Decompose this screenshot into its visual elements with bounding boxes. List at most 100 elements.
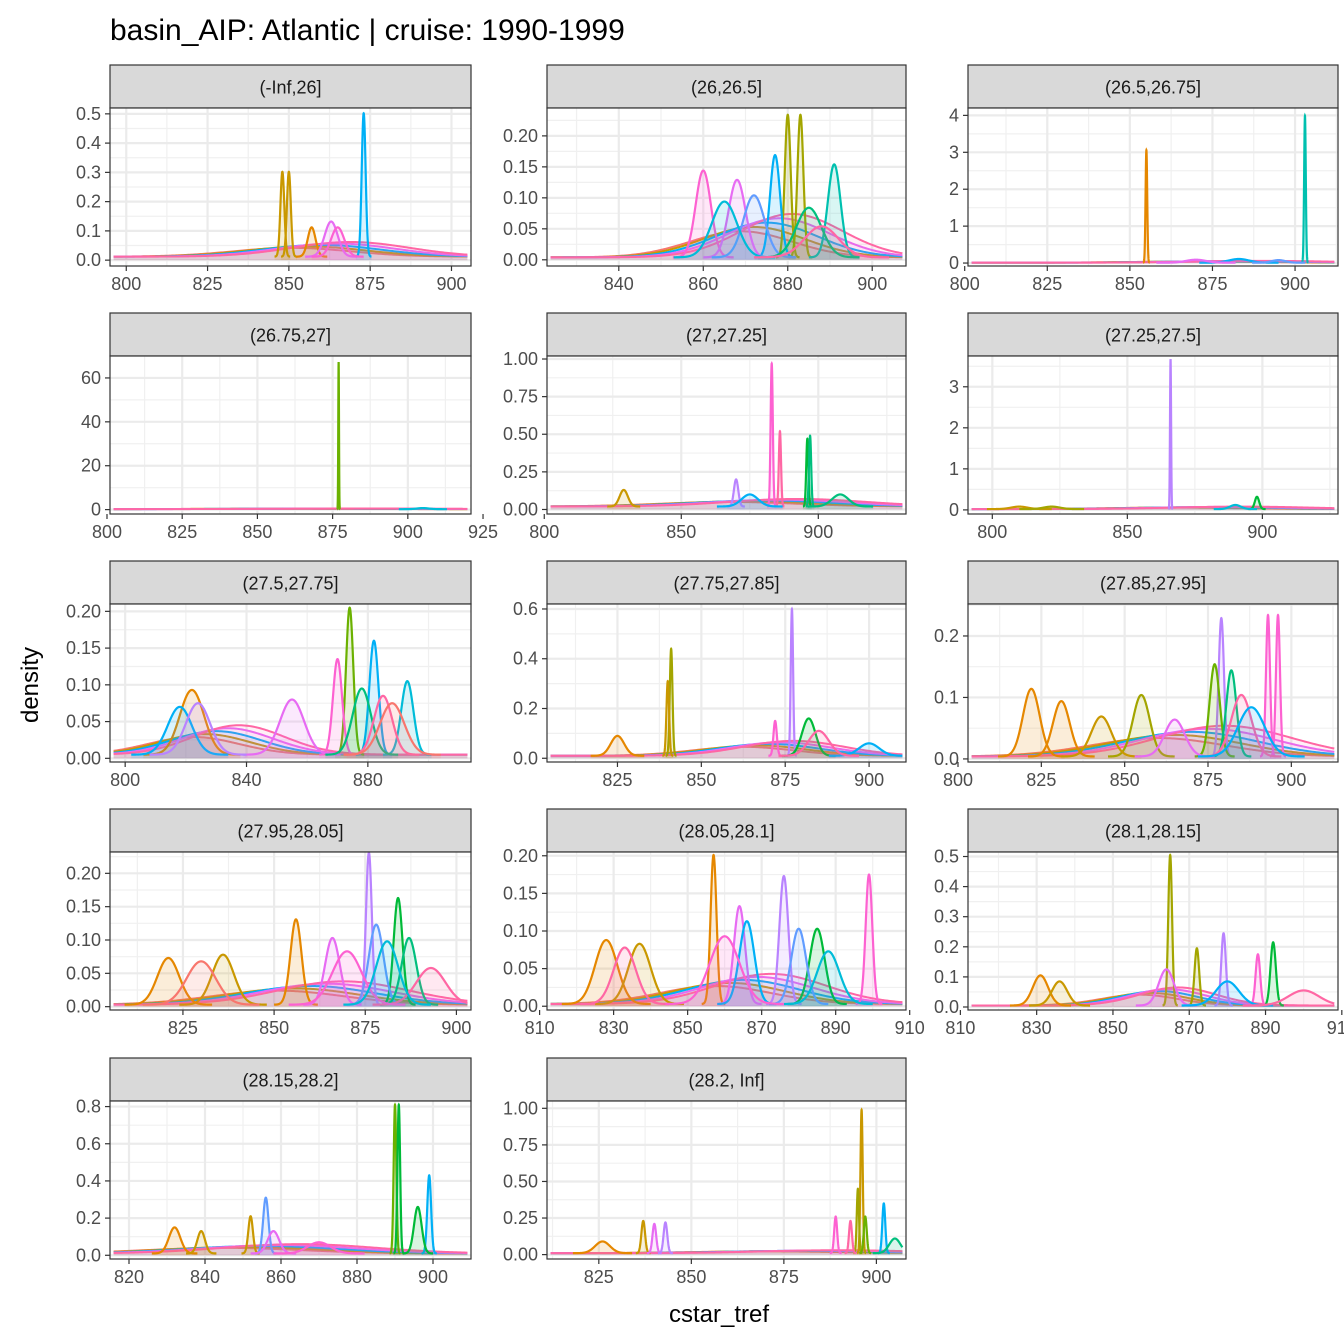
- y-tick-label: 0.15: [503, 157, 538, 177]
- x-axis: 825 850 875 900: [602, 762, 884, 790]
- facet-strip-label: (27,27.25]: [686, 326, 767, 346]
- density-curve: [274, 170, 291, 258]
- y-tick-label: 0.2: [934, 626, 959, 646]
- y-axis-title: density: [17, 647, 44, 723]
- plot-area: [968, 852, 1338, 1010]
- density-curve: [766, 874, 802, 1006]
- density-area: [1242, 990, 1335, 1007]
- y-tick-label: 0.2: [76, 1208, 101, 1228]
- x-tick-label: 825: [168, 1018, 198, 1038]
- x-tick-label: 875: [769, 1267, 799, 1287]
- density-curve: [590, 734, 645, 757]
- density-curves: [113, 852, 468, 1007]
- density-area: [769, 928, 829, 1007]
- x-tick-label: 875: [318, 522, 348, 542]
- facet-strip: [546, 560, 907, 605]
- density-curve: [1252, 258, 1305, 264]
- density-curve: [802, 437, 813, 508]
- density-area: [151, 1227, 198, 1256]
- gridlines: [110, 356, 471, 514]
- density-curve: [808, 163, 860, 259]
- y-tick-label: 0.15: [66, 638, 101, 658]
- panel-border: [109, 603, 472, 763]
- chart-title: basin_AIP: Atlantic | cruise: 1990-1999: [110, 14, 625, 47]
- density-curves: [550, 361, 903, 510]
- density-area: [550, 743, 903, 759]
- x-axis: 825 850 875 900: [168, 1010, 471, 1038]
- density-curve: [856, 1107, 867, 1255]
- panel-border: [546, 1100, 907, 1260]
- density-curve: [343, 940, 431, 1006]
- y-tick-label: 0.3: [934, 907, 959, 927]
- density-curve: [807, 493, 874, 508]
- density-curve: [717, 920, 777, 1006]
- density-area: [971, 994, 1335, 1007]
- facet-strip: [109, 808, 472, 853]
- panel-border: [967, 355, 1339, 515]
- density-area: [727, 479, 745, 510]
- facet-panels: (-Inf,26]800 825 850 875 9000.00.10.20.30.40…: [66, 64, 1344, 1287]
- density-area: [1028, 701, 1095, 759]
- density-area: [1156, 259, 1236, 264]
- density-curve: [336, 361, 341, 511]
- x-tick-label: 800: [92, 522, 122, 542]
- panel-border: [546, 107, 907, 267]
- y-tick-label: 0.50: [503, 1171, 538, 1191]
- density-curve: [1009, 974, 1072, 1007]
- density-curve: [754, 153, 796, 259]
- y-axis: 0 1 2 3: [949, 377, 968, 520]
- facet-strip-label: (27.25,27.5]: [1105, 326, 1201, 346]
- x-axis: 800 825 850 875 900 925: [92, 514, 498, 542]
- x-tick-label: 820: [114, 1267, 144, 1287]
- x-tick-label: 810: [525, 1018, 555, 1038]
- x-tick-label: 900: [854, 770, 884, 790]
- x-tick-label: 860: [688, 274, 718, 294]
- x-tick-label: 900: [861, 1267, 891, 1287]
- density-curve: [393, 1102, 405, 1255]
- y-tick-label: 0.05: [66, 712, 101, 732]
- density-curve: [775, 429, 785, 508]
- y-tick-label: 0.00: [66, 997, 101, 1017]
- density-curve: [855, 873, 883, 1006]
- facet-strip-label: (26.75,27]: [250, 326, 331, 346]
- plot-area: [547, 604, 906, 762]
- y-tick-label: 0.5: [76, 104, 101, 124]
- density-area: [113, 734, 468, 759]
- density-area: [380, 898, 416, 1007]
- y-axis: 0.00 0.05 0.10 0.15 0.20: [503, 846, 547, 1016]
- x-axis: 810 830 850 870 890 910: [945, 1010, 1344, 1038]
- density-area: [325, 688, 399, 759]
- facet-panel: (27.25,27.5] 800 850 900 0 1 2 3: [949, 312, 1339, 542]
- facet-panel: (27.75,27.85] 825 850 875 900 0.0 0.2 0.4 0.6: [513, 560, 907, 790]
- density-area: [767, 363, 777, 510]
- density-area: [717, 921, 777, 1007]
- density-area: [672, 170, 734, 260]
- density-area: [872, 1238, 903, 1255]
- y-tick-label: 0.0: [76, 1245, 101, 1265]
- density-curve: [243, 698, 341, 756]
- x-tick-label: 840: [190, 1267, 220, 1287]
- density-area: [402, 1206, 433, 1256]
- density-curve: [143, 688, 241, 756]
- x-tick-label: 850: [1115, 274, 1145, 294]
- y-axis: 0.00 0.05 0.10 0.15 0.20: [503, 126, 547, 270]
- x-tick-label: 825: [584, 1267, 614, 1287]
- y-tick-label: 2: [949, 179, 959, 199]
- x-tick-label: 910: [895, 1018, 925, 1038]
- panel-border: [109, 107, 472, 267]
- density-curve: [1213, 503, 1257, 511]
- density-area: [550, 979, 903, 1007]
- y-tick-label: 2: [949, 418, 959, 438]
- density-curve: [113, 980, 468, 1006]
- density-curve: [402, 1205, 433, 1255]
- density-area: [421, 1175, 437, 1256]
- density-area: [1214, 933, 1233, 1007]
- density-area: [113, 242, 468, 261]
- x-tick-label: 900: [441, 1018, 471, 1038]
- x-tick-label: 825: [1026, 770, 1056, 790]
- x-tick-label: 900: [1280, 274, 1310, 294]
- y-tick-label: 0.0: [934, 749, 959, 769]
- density-area: [787, 608, 797, 759]
- x-tick-label: 880: [342, 1267, 372, 1287]
- density-area: [808, 164, 860, 260]
